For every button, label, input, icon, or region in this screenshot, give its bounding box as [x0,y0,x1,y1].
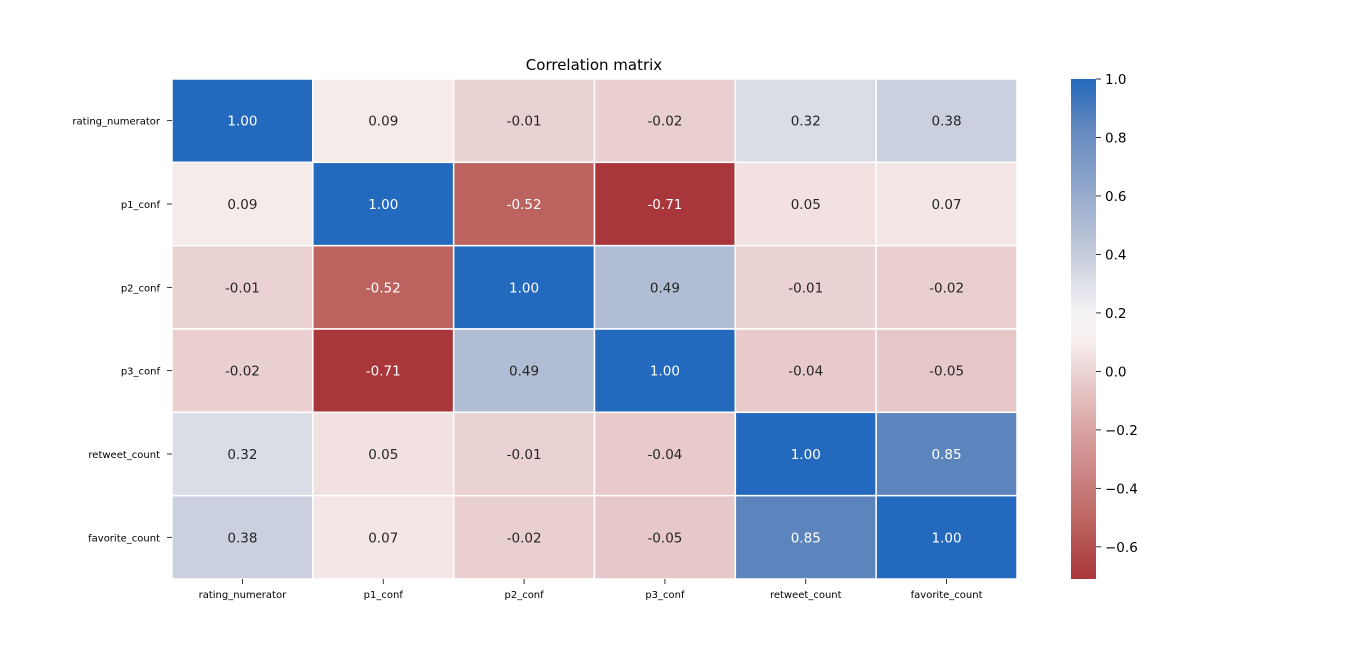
cell-value-label: -0.52 [507,197,542,213]
cell-value-label: -0.01 [225,280,260,296]
heatmap-cell [452,78,596,164]
cell-value-label: 0.85 [932,447,962,463]
cell-value-label: -0.71 [647,197,682,213]
cell-value-label: 1.00 [509,280,539,296]
colorbar: 1.0 0.8 0.6 0.4 0.2 0.0 −0.2 −0.4 −0.6 [1071,72,1138,579]
heatmap-cell [171,494,314,580]
cell-value-label: -0.01 [788,280,823,296]
chart-title: Correlation matrix [526,56,663,74]
colorbar-tick-label: 0.8 [1105,130,1126,146]
heatmap-cell [593,328,737,414]
cell-value-label: 1.00 [227,114,257,130]
heatmap-cell [875,161,1018,247]
column-tick-label: p3_conf [645,590,685,601]
row-tick-label: p3_conf [121,367,161,378]
row-tick-label: favorite_count [88,533,160,544]
cell-value-label: 0.49 [650,280,680,296]
heatmap-cell [312,161,455,247]
heatmap-cell [452,411,596,497]
heatmap-cell [312,328,455,414]
heatmap-cell [734,494,877,580]
heatmap-cell [734,328,877,414]
column-tick-label: retweet_count [770,590,842,601]
cell-value-label: 0.09 [227,197,257,213]
cell-value-label: -0.04 [647,447,682,463]
cell-value-label: 1.00 [368,197,398,213]
cell-value-label: 1.00 [791,447,821,463]
heatmap-cell [312,78,455,164]
cell-value-label: -0.02 [225,364,260,380]
cell-value-label: 0.32 [227,447,257,463]
heatmap-cell [593,78,737,164]
column-tick-label: p1_conf [364,590,404,601]
colorbar-gradient [1071,79,1096,579]
cell-value-label: 0.07 [932,197,962,213]
heatmap-cell [171,411,314,497]
colorbar-tick-label: 0.4 [1105,247,1126,263]
row-tick-label: p1_conf [121,200,161,211]
heatmap-cell [734,244,877,330]
colorbar-tick-label: −0.6 [1105,540,1138,556]
heatmap-cell [171,78,314,164]
cell-value-label: -0.01 [507,114,542,130]
colorbar-tick-label: 0.0 [1105,364,1126,380]
heatmap-cell [312,244,455,330]
column-tick-label: favorite_count [911,590,983,601]
row-tick-label: p2_conf [121,283,161,294]
cell-value-label: -0.02 [507,530,542,546]
cell-value-label: 0.05 [791,197,821,213]
cell-value-label: 1.00 [932,530,962,546]
cell-value-label: -0.02 [929,280,964,296]
cell-value-label: 0.38 [932,114,962,130]
heatmap-cell [875,244,1018,330]
heatmap-cell [875,411,1018,497]
heatmap-cell [171,328,314,414]
cell-value-label: -0.52 [366,280,401,296]
cell-value-label: 0.38 [227,530,257,546]
cell-value-label: -0.02 [647,114,682,130]
heatmap-cell [452,328,596,414]
column-labels: rating_numerator p1_conf p2_conf p3_conf ret… [199,579,983,601]
cell-value-label: -0.05 [929,364,964,380]
heatmap-cell [875,78,1018,164]
row-tick-label: retweet_count [88,450,160,461]
cell-value-label: 0.09 [368,114,398,130]
heatmap-cell [593,244,737,330]
heatmap-cell [734,411,877,497]
column-tick-label: p2_conf [504,590,544,601]
colorbar-tick-label: 0.6 [1105,189,1126,205]
cell-value-label: -0.05 [647,530,682,546]
colorbar-tick-label: 1.0 [1105,72,1126,88]
cell-value-label: 0.49 [509,364,539,380]
cell-value-label: 0.85 [791,530,821,546]
cell-value-label: -0.04 [788,364,823,380]
heatmap-cells: 1.00 0.09 -0.01 -0.02 0.32 0.38 0.09 1.00 -0.52 -… [171,78,1018,580]
cell-value-label: 0.32 [791,114,821,130]
heatmap-cell [875,494,1018,580]
column-tick-label: rating_numerator [199,590,287,601]
heatmap-cell [593,161,737,247]
heatmap-cell [593,411,737,497]
cell-value-label: 0.05 [368,447,398,463]
row-tick-label: rating_numerator [72,117,160,128]
row-labels: rating_numerator p1_conf p2_conf p3_confret… [72,117,172,544]
cell-value-label: 0.07 [368,530,398,546]
colorbar-tick-label: 0.2 [1105,306,1126,322]
cell-value-label: -0.71 [366,364,401,380]
colorbar-tick-label: −0.2 [1105,423,1138,439]
heatmap-cell [875,328,1018,414]
colorbar-tick-label: −0.4 [1105,481,1138,497]
cell-value-label: 1.00 [650,364,680,380]
cell-value-label: -0.01 [507,447,542,463]
